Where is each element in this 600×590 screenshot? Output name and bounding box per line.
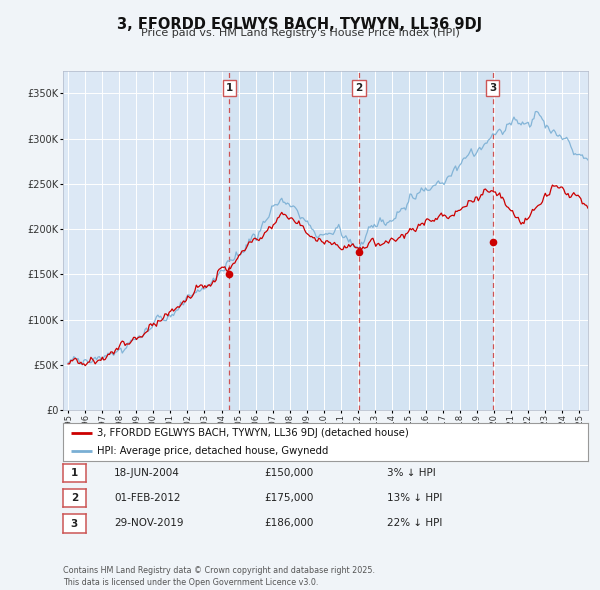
Text: £186,000: £186,000	[264, 519, 313, 528]
Text: 1: 1	[71, 468, 78, 478]
Bar	[229, 71, 493, 410]
Text: 01-FEB-2012: 01-FEB-2012	[114, 493, 181, 503]
Text: 13% ↓ HPI: 13% ↓ HPI	[387, 493, 442, 503]
Text: 3, FFORDD EGLWYS BACH, TYWYN, LL36 9DJ (detached house): 3, FFORDD EGLWYS BACH, TYWYN, LL36 9DJ (…	[97, 428, 409, 438]
Text: Price paid vs. HM Land Registry's House Price Index (HPI): Price paid vs. HM Land Registry's House …	[140, 28, 460, 38]
Text: 3% ↓ HPI: 3% ↓ HPI	[387, 468, 436, 477]
Text: 3: 3	[71, 519, 78, 529]
Text: £175,000: £175,000	[264, 493, 313, 503]
Text: 3, FFORDD EGLWYS BACH, TYWYN, LL36 9DJ: 3, FFORDD EGLWYS BACH, TYWYN, LL36 9DJ	[118, 17, 482, 31]
Text: HPI: Average price, detached house, Gwynedd: HPI: Average price, detached house, Gwyn…	[97, 446, 329, 456]
Text: 22% ↓ HPI: 22% ↓ HPI	[387, 519, 442, 528]
Text: 1: 1	[226, 83, 233, 93]
Text: 2: 2	[71, 493, 78, 503]
Text: £150,000: £150,000	[264, 468, 313, 477]
Text: 2: 2	[356, 83, 363, 93]
Text: Contains HM Land Registry data © Crown copyright and database right 2025.
This d: Contains HM Land Registry data © Crown c…	[63, 566, 375, 587]
Text: 3: 3	[489, 83, 496, 93]
Text: 18-JUN-2004: 18-JUN-2004	[114, 468, 180, 477]
Text: 29-NOV-2019: 29-NOV-2019	[114, 519, 184, 528]
